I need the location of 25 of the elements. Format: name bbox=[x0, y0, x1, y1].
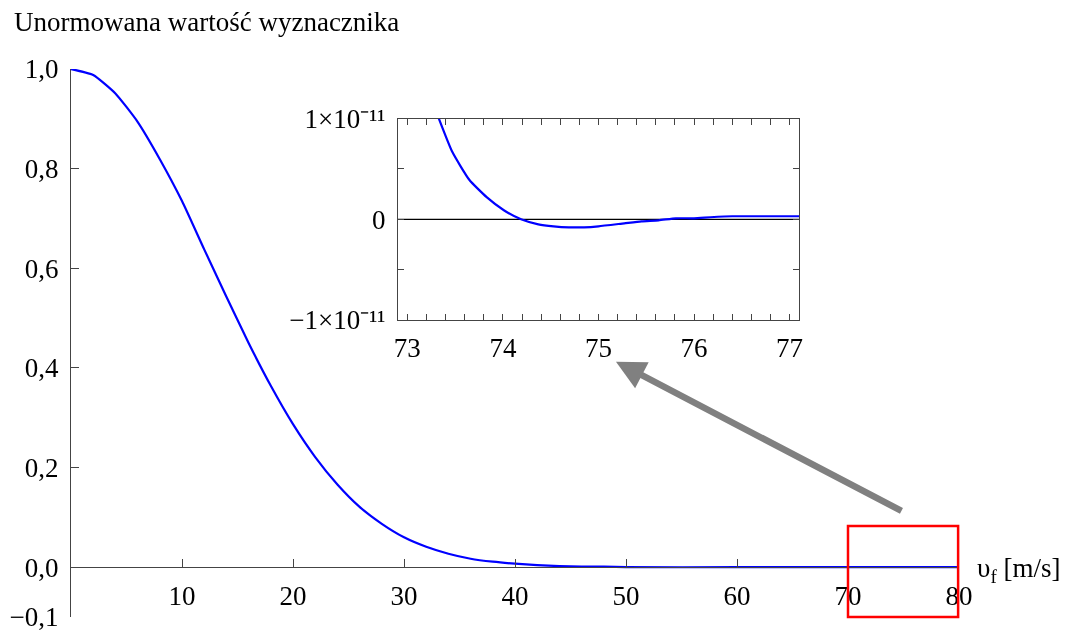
line-series bbox=[71, 69, 959, 569]
x-tick-label: 10 bbox=[168, 580, 196, 611]
x-tick-label: 77 bbox=[776, 333, 804, 364]
y-tick-label: 1,0 bbox=[24, 54, 59, 85]
x-tick-label: 60 bbox=[723, 580, 751, 611]
y-tick-label: 0,6 bbox=[24, 253, 59, 284]
y-tick-label: 1×10⁻¹¹ bbox=[304, 104, 386, 135]
x-tick-label: 74 bbox=[489, 333, 517, 364]
y-axis-title: Unormowana wartość wyznacznika bbox=[14, 7, 400, 37]
y-tick-label: −0,1 bbox=[9, 602, 59, 632]
x-tick-label: 75 bbox=[584, 333, 612, 364]
x-tick-label: 30 bbox=[390, 580, 418, 611]
x-tick-label: 20 bbox=[279, 580, 307, 611]
y-tick-label: 0,0 bbox=[24, 552, 59, 583]
x-tick-label: 76 bbox=[680, 333, 708, 364]
y-tick-label: 0,4 bbox=[24, 353, 60, 384]
x-tick-label: 73 bbox=[393, 333, 421, 364]
x-tick-label: 40 bbox=[501, 580, 529, 611]
y-tick-label: 0,8 bbox=[24, 154, 59, 185]
y-tick-label: 0,2 bbox=[24, 453, 59, 483]
x-tick-label: 50 bbox=[612, 580, 640, 611]
y-tick-label: 0 bbox=[371, 204, 386, 235]
y-tick-label: −1×10⁻¹¹ bbox=[289, 305, 386, 336]
line-series bbox=[437, 118, 800, 229]
x-axis-title: υ$_{f}$ [m/s] bbox=[977, 553, 1061, 587]
